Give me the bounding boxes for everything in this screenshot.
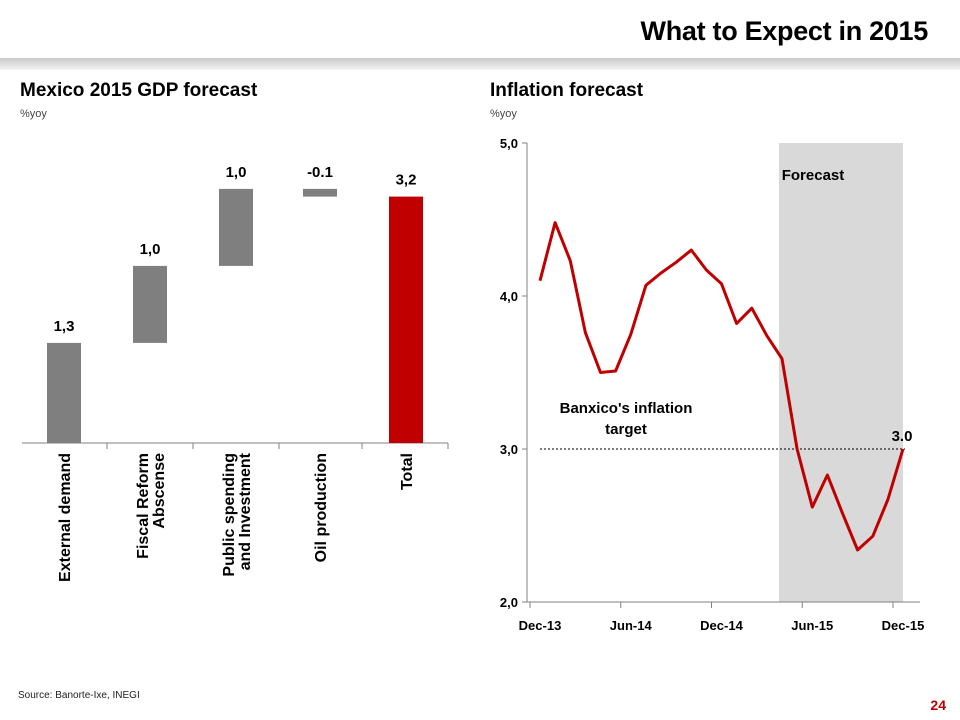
gdp-waterfall-chart: 1,3 External demand 1,0 Fiscal ReformAbscen… [22,164,449,582]
x-tick-label: Jun-14 [610,618,653,633]
category-label-line: Fiscal Reform [135,453,152,559]
category-label-line: Oil production [313,453,330,562]
category-label-line: and Investment [237,452,254,570]
x-tick-label: Jun-15 [791,618,833,633]
x-tick-label: Dec-13 [519,618,562,633]
category-label-line: Public spending [221,453,238,577]
data-label: 1,0 [226,164,247,181]
gdp-chart-title: Mexico 2015 GDP forecast [20,80,258,101]
data-label: 3,2 [396,172,417,189]
inflation-chart-subtitle: %yoy [490,108,517,120]
category-label: Fiscal ReformAbscense [135,453,168,559]
category-label: Total [399,453,416,490]
waterfall-bar [303,188,337,197]
forecast-label: Forecast [782,167,845,184]
forecast-shaded-region [779,143,903,602]
y-tick-label: 3,0 [500,442,518,457]
category-label-line: Abscense [151,453,168,529]
inflation-target-label-line: Banxico's inflation [560,400,693,417]
inflation-target-label-line: target [605,421,647,438]
x-tick-label: Dec-14 [700,618,743,633]
category-label: Oil production [313,453,330,562]
slide-title: What to Expect in 2015 [640,16,929,46]
y-tick-label: 4,0 [500,289,518,304]
y-tick-label: 2,0 [500,595,518,610]
data-label: 1,0 [140,241,161,258]
waterfall-bar [133,265,167,343]
gdp-chart-subtitle: %yoy [20,108,47,120]
page-number: 24 [930,697,946,713]
inflation-series-line [538,221,905,552]
waterfall-bar [389,196,423,443]
data-label: 1,3 [54,318,75,335]
category-label: External demand [57,453,74,582]
x-tick-label: Dec-15 [882,618,925,633]
y-tick-label: 5,0 [500,136,518,151]
end-value-label: 3.0 [892,428,913,445]
category-label-line: Total [399,453,416,490]
inflation-chart-title: Inflation forecast [490,80,644,101]
category-label: Public spendingand Investment [221,452,254,576]
inflation-target-label: Banxico's inflation target [560,400,693,438]
data-label: -0.1 [307,164,333,181]
category-label-line: External demand [57,453,74,582]
waterfall-bar [47,342,81,443]
header-band [0,58,960,70]
waterfall-bar [219,188,253,266]
source-note: Source: Banorte-Ixe, INEGI [18,690,140,701]
